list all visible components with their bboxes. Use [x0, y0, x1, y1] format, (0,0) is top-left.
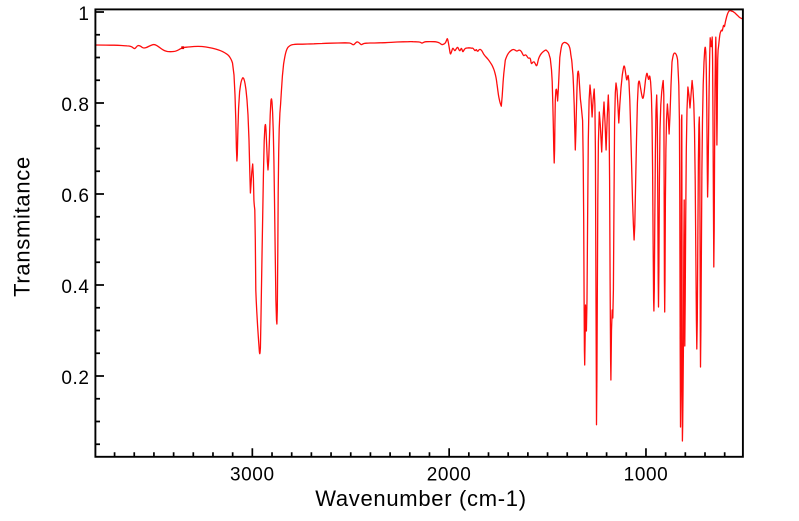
svg-text:0.2: 0.2: [61, 368, 89, 389]
svg-text:0.4: 0.4: [61, 277, 89, 298]
svg-text:1000: 1000: [624, 465, 669, 486]
svg-text:0.8: 0.8: [61, 95, 89, 116]
svg-text:Wavenumber (cm-1): Wavenumber (cm-1): [315, 486, 527, 511]
svg-text:Transmitance: Transmitance: [10, 156, 35, 297]
svg-text:2000: 2000: [427, 465, 472, 486]
svg-text:1: 1: [78, 4, 89, 25]
svg-text:0.6: 0.6: [61, 186, 89, 207]
svg-text:3000: 3000: [230, 465, 275, 486]
